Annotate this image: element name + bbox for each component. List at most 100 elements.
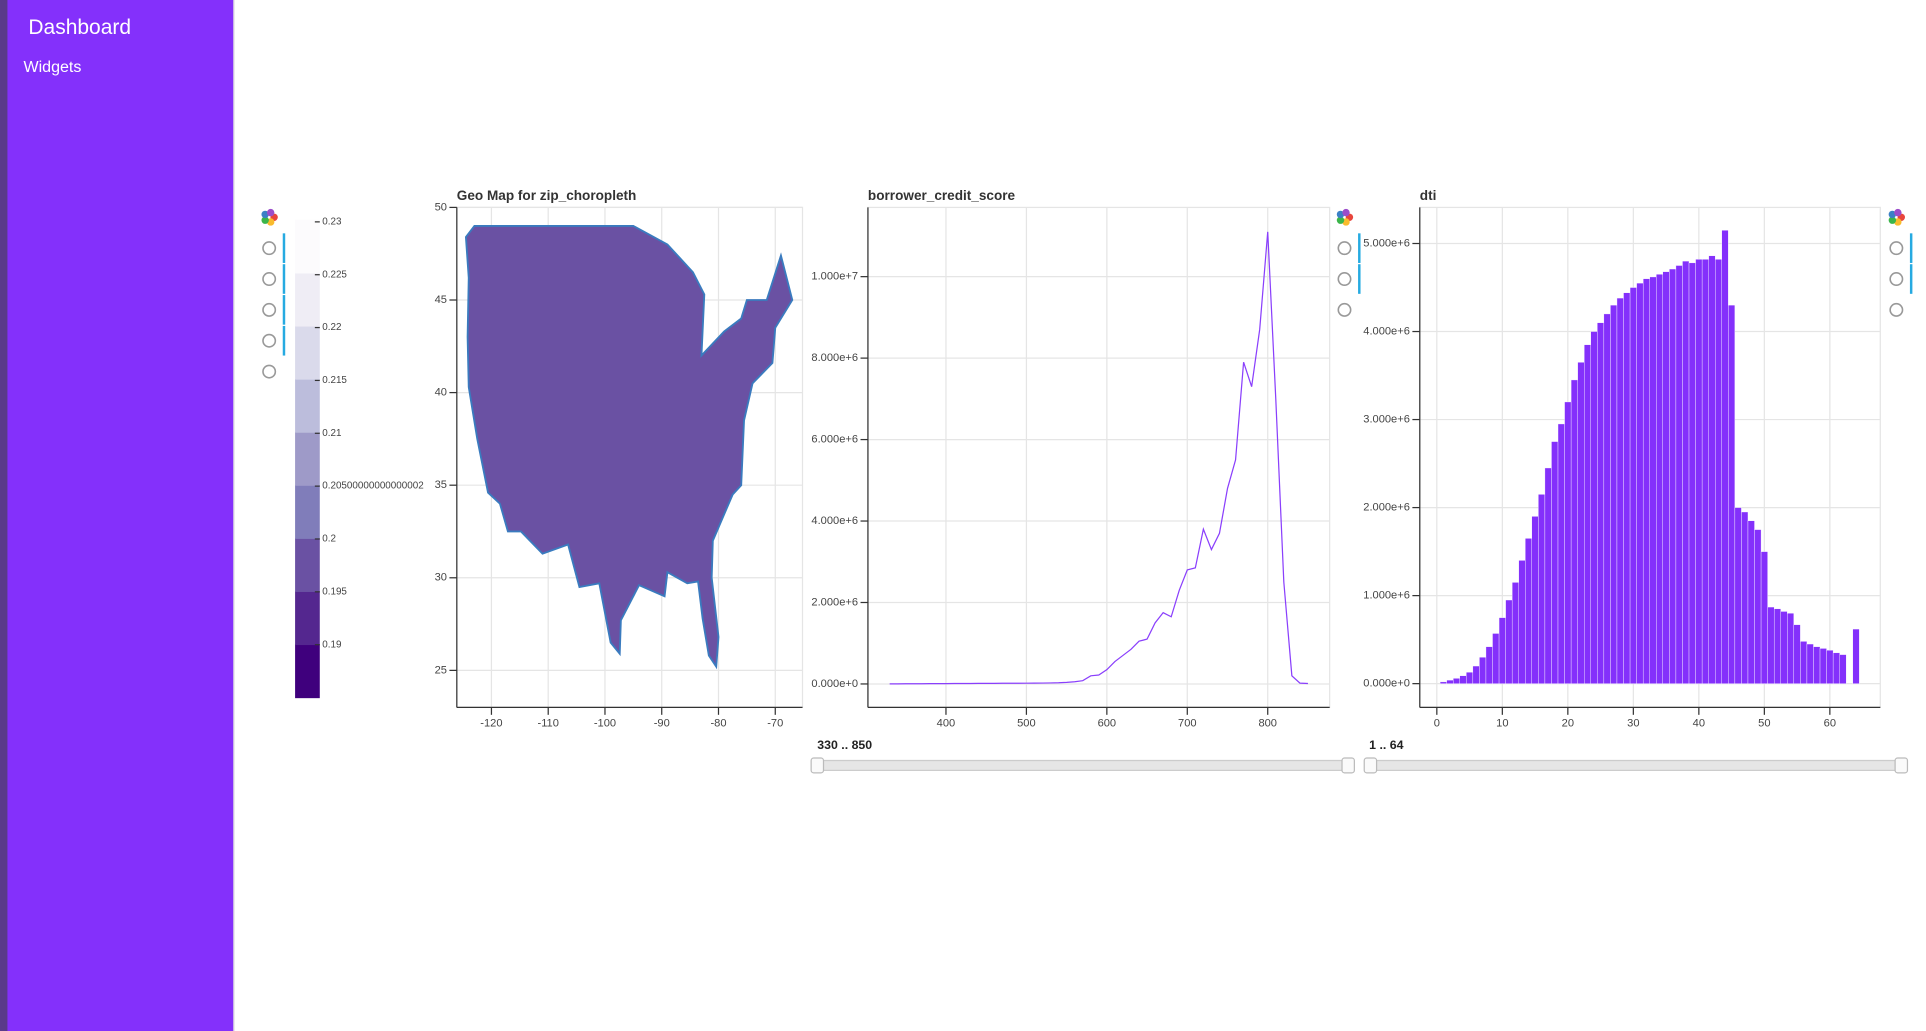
toolbar-logo (1342, 208, 1350, 217)
bar (1479, 657, 1487, 684)
bar (1760, 551, 1768, 684)
bar (1492, 633, 1500, 684)
bar (1603, 313, 1611, 684)
bar (1852, 628, 1860, 684)
y-tick-label: 4.000e+6 (1363, 325, 1410, 337)
y-tick-label: 45 (435, 294, 447, 306)
slider-track[interactable] (816, 759, 1349, 771)
toolbar-button[interactable] (1337, 302, 1352, 317)
toolbar-button[interactable] (262, 364, 277, 379)
y-tick-label: 3.000e+6 (1363, 413, 1410, 425)
toolbar-button[interactable] (1337, 272, 1352, 286)
x-tick-label: 700 (1178, 717, 1197, 729)
bar (1616, 297, 1624, 684)
bar (1459, 675, 1467, 684)
line (889, 231, 1308, 685)
bar (1577, 362, 1585, 684)
x-tick-label: 500 (1017, 717, 1036, 729)
slider-track[interactable] (1369, 759, 1902, 771)
y-tick-label: 5.000e+6 (1363, 237, 1410, 249)
bar (1466, 672, 1474, 684)
slider-handle[interactable] (810, 757, 825, 774)
y-tick-label: 1.000e+6 (1363, 590, 1410, 602)
y-tick-label: 30 (435, 572, 447, 584)
colorbar-tick-label: 0.225 (322, 269, 347, 280)
x-tick-label: -100 (594, 717, 616, 729)
toolbar-button[interactable] (262, 241, 277, 256)
x-tick-label: -120 (480, 717, 502, 729)
toolbar-button[interactable] (262, 333, 277, 348)
bar (1767, 606, 1775, 684)
x-tick-label: 600 (1098, 717, 1117, 729)
bar (1780, 611, 1788, 684)
bar (1832, 652, 1840, 684)
colorbar-tick-label: 0.20500000000000002 (322, 481, 423, 492)
slider-handle[interactable] (1894, 757, 1909, 774)
toolbar-button[interactable] (1889, 241, 1904, 256)
y-tick-label: 35 (435, 479, 447, 491)
bar (1446, 679, 1454, 684)
toolbar-active (1358, 264, 1361, 294)
colorbar-band (295, 591, 320, 646)
x-tick-label: -90 (654, 717, 670, 729)
colorbar-tick-label: 0.23 (322, 216, 342, 227)
slider[interactable]: 330 .. 850 (810, 738, 1355, 774)
sidebar-link[interactable]: Widgets (23, 58, 81, 76)
slider[interactable]: 1 .. 64 (1363, 738, 1909, 774)
toolbar-button[interactable] (1337, 241, 1352, 256)
bar (1538, 494, 1546, 684)
x-tick-label: 20 (1562, 717, 1574, 729)
bar (1472, 665, 1480, 684)
bar (1721, 230, 1729, 684)
bar (1629, 287, 1637, 684)
toolbar-active (1358, 233, 1361, 263)
bar (1656, 274, 1664, 684)
sidebar-title[interactable]: Dashboard (28, 16, 131, 39)
bar (1813, 646, 1821, 684)
bar (1741, 511, 1749, 684)
bar (1485, 646, 1493, 684)
bar (1642, 278, 1650, 684)
slider-handle[interactable] (1363, 757, 1378, 774)
chart-title: Geo Map for zip_choropleth (457, 188, 637, 203)
bar (1518, 560, 1526, 684)
x-tick-label: 10 (1496, 717, 1508, 729)
toolbar-button[interactable] (1889, 302, 1904, 317)
x-tick-label: 0 (1434, 717, 1440, 729)
toolbar-active (282, 295, 286, 325)
colorbar-tick-label: 0.22 (322, 322, 341, 333)
bar (1754, 529, 1762, 684)
slider-handle[interactable] (1341, 757, 1355, 774)
chart-title: borrower_credit_score (868, 188, 1016, 203)
colorbar-band (295, 432, 320, 486)
toolbar-button[interactable] (262, 302, 277, 317)
bar (1564, 401, 1572, 684)
colorbar-band (295, 485, 320, 539)
bar (1819, 648, 1827, 684)
bar (1584, 344, 1591, 684)
x-tick-label: 40 (1693, 717, 1705, 729)
colorbar-band (295, 219, 320, 274)
x-tick-label: 30 (1627, 717, 1639, 729)
bar (1511, 582, 1519, 684)
toolbar-button[interactable] (262, 272, 277, 286)
bar (1453, 678, 1460, 684)
colorbar-band (295, 644, 320, 699)
bar (1544, 467, 1552, 684)
y-tick-label: 1.000e+7 (811, 271, 858, 283)
colorbar-band (295, 379, 320, 433)
colorbar-band (295, 272, 320, 327)
bar (1570, 379, 1578, 684)
sidebar (0, 0, 234, 1031)
sidebar-edge (0, 0, 8, 1031)
bar (1557, 423, 1565, 684)
x-tick-label: -70 (767, 717, 783, 729)
bar (1525, 538, 1532, 684)
y-tick-label: 50 (435, 201, 447, 213)
toolbar-button[interactable] (1889, 272, 1904, 286)
bar (1623, 292, 1631, 684)
bar (1826, 650, 1834, 684)
toolbar-active (282, 325, 286, 356)
toolbar-logo (261, 216, 269, 224)
